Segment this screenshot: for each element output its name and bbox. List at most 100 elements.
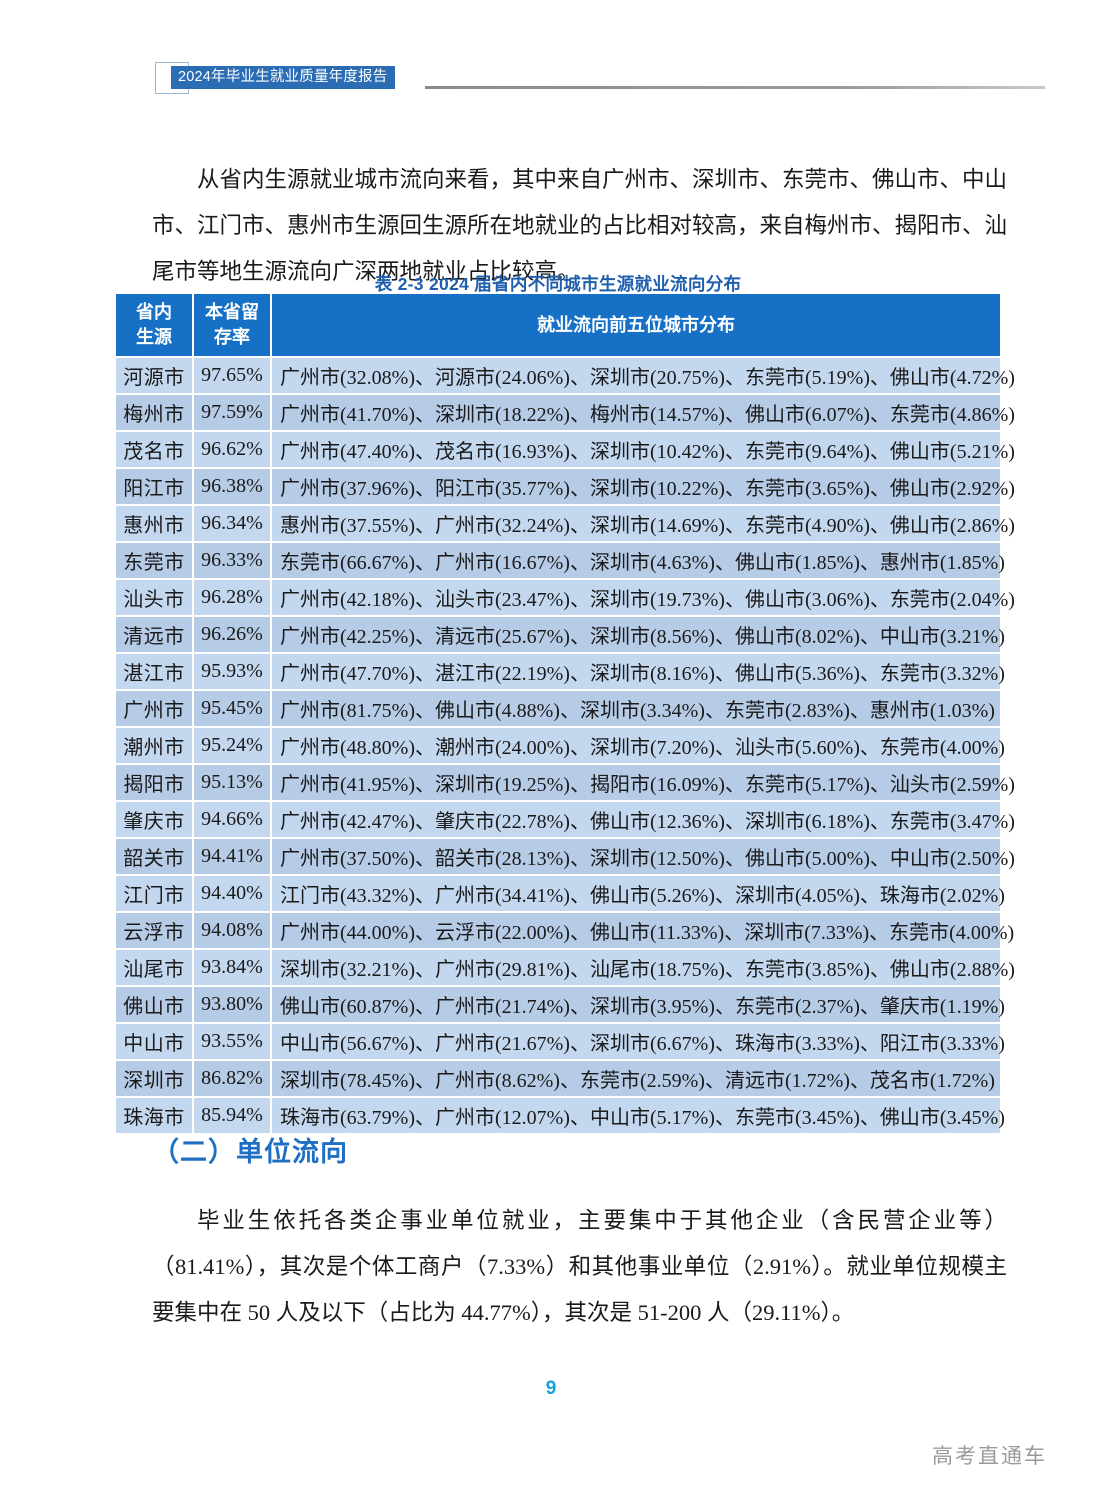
cell-retention-rate: 95.93%	[194, 654, 270, 689]
cell-origin-city: 江门市	[116, 876, 192, 911]
cell-retention-rate: 96.34%	[194, 506, 270, 541]
section-heading-unit-flow: （二）单位流向	[152, 1137, 348, 1168]
cell-top5-flow-cities: 广州市(41.95%)、深圳市(19.25%)、揭阳市(16.09%)、东莞市(…	[272, 765, 1015, 800]
cell-origin-city: 梅州市	[116, 395, 192, 430]
table-row: 潮州市 95.24% 广州市(48.80%)、潮州市(24.00%)、深圳市(7.2…	[116, 728, 1005, 763]
table-row: 阳江市 96.38% 广州市(37.96%)、阳江市(35.77%)、深圳市(10.…	[116, 469, 1015, 504]
table-row: 肇庆市 94.66% 广州市(42.47%)、肇庆市(22.78%)、佛山市(12.…	[116, 802, 1015, 837]
cell-retention-rate: 93.55%	[194, 1024, 270, 1059]
cell-top5-flow-cities: 广州市(41.70%)、深圳市(18.22%)、梅州市(14.57%)、佛山市(…	[272, 395, 1015, 430]
cell-top5-flow-cities: 佛山市(60.87%)、广州市(21.74%)、深圳市(3.95%)、东莞市(2…	[272, 987, 1005, 1022]
cell-top5-flow-cities: 广州市(44.00%)、云浮市(22.00%)、佛山市(11.33%)、深圳市(…	[272, 913, 1014, 948]
table-row: 湛江市 95.93% 广州市(47.70%)、湛江市(22.19%)、深圳市(8.1…	[116, 654, 1005, 689]
cell-top5-flow-cities: 惠州市(37.55%)、广州市(32.24%)、深圳市(14.69%)、东莞市(…	[272, 506, 1015, 541]
table-row: 梅州市 97.59% 广州市(41.70%)、深圳市(18.22%)、梅州市(14.…	[116, 395, 1015, 430]
cell-retention-rate: 97.59%	[194, 395, 270, 430]
cell-retention-rate: 96.62%	[194, 432, 270, 467]
table-body: 河源市 97.65% 广州市(32.08%)、河源市(24.06%)、深圳市(20.…	[116, 358, 1015, 1133]
cell-top5-flow-cities: 广州市(47.40%)、茂名市(16.93%)、深圳市(10.42%)、东莞市(…	[272, 432, 1015, 467]
cell-top5-flow-cities: 广州市(47.70%)、湛江市(22.19%)、深圳市(8.16%)、佛山市(5…	[272, 654, 1005, 689]
table-row: 佛山市 93.80% 佛山市(60.87%)、广州市(21.74%)、深圳市(3.9…	[116, 987, 1005, 1022]
cell-retention-rate: 96.28%	[194, 580, 270, 615]
cell-retention-rate: 96.38%	[194, 469, 270, 504]
cell-top5-flow-cities: 珠海市(63.79%)、广州市(12.07%)、中山市(5.17%)、东莞市(3…	[272, 1098, 1005, 1133]
cell-retention-rate: 97.65%	[194, 358, 270, 393]
table-row: 深圳市 86.82% 深圳市(78.45%)、广州市(8.62%)、东莞市(2.59…	[116, 1061, 1000, 1096]
table-caption: 表 2-3 2024 届省内不同城市生源就业流向分布	[374, 274, 742, 294]
table-row: 云浮市 94.08% 广州市(44.00%)、云浮市(22.00%)、佛山市(11.…	[116, 913, 1014, 948]
intro-paragraph: 从省内生源就业城市流向来看，其中来自广州市、深圳市、东莞市、佛山市、中山市、江门…	[152, 166, 1008, 284]
table-header-row: 省内 生源 本省留 存率 就业流向前五位城市分布	[116, 294, 1000, 356]
cell-top5-flow-cities: 广州市(42.18%)、汕头市(23.47%)、深圳市(19.73%)、佛山市(…	[272, 580, 1015, 615]
table-row: 清远市 96.26% 广州市(42.25%)、清远市(25.67%)、深圳市(8.5…	[116, 617, 1005, 652]
header-rule	[425, 86, 1045, 89]
city-flow-table: 省内 生源 本省留 存率 就业流向前五位城市分布 河源市 97.65% 广州市(32…	[114, 292, 1015, 1135]
cell-origin-city: 云浮市	[116, 913, 192, 948]
cell-retention-rate: 95.45%	[194, 691, 270, 726]
running-header-title: 2024年毕业生就业质量年度报告	[171, 66, 396, 89]
cell-top5-flow-cities: 广州市(37.96%)、阳江市(35.77%)、深圳市(10.22%)、东莞市(…	[272, 469, 1015, 504]
cell-top5-flow-cities: 广州市(42.47%)、肇庆市(22.78%)、佛山市(12.36%)、深圳市(…	[272, 802, 1015, 837]
cell-origin-city: 肇庆市	[116, 802, 192, 837]
table-row: 茂名市 96.62% 广州市(47.40%)、茂名市(16.93%)、深圳市(10.…	[116, 432, 1015, 467]
table-row: 汕尾市 93.84% 深圳市(32.21%)、广州市(29.81%)、汕尾市(18.…	[116, 950, 1015, 985]
cell-retention-rate: 94.40%	[194, 876, 270, 911]
cell-top5-flow-cities: 广州市(81.75%)、佛山市(4.88%)、深圳市(3.34%)、东莞市(2.…	[272, 691, 1000, 726]
table-row: 惠州市 96.34% 惠州市(37.55%)、广州市(32.24%)、深圳市(14.…	[116, 506, 1015, 541]
table-row: 珠海市 85.94% 珠海市(63.79%)、广州市(12.07%)、中山市(5.1…	[116, 1098, 1005, 1133]
cell-origin-city: 东莞市	[116, 543, 192, 578]
cell-top5-flow-cities: 深圳市(32.21%)、广州市(29.81%)、汕尾市(18.75%)、东莞市(…	[272, 950, 1015, 985]
cell-origin-city: 惠州市	[116, 506, 192, 541]
cell-origin-city: 阳江市	[116, 469, 192, 504]
table-row: 河源市 97.65% 广州市(32.08%)、河源市(24.06%)、深圳市(20.…	[116, 358, 1015, 393]
cell-origin-city: 中山市	[116, 1024, 192, 1059]
column-header-origin-line1: 省内	[136, 302, 172, 322]
table-row: 汕头市 96.28% 广州市(42.18%)、汕头市(23.47%)、深圳市(19.…	[116, 580, 1015, 615]
cell-retention-rate: 93.80%	[194, 987, 270, 1022]
cell-retention-rate: 96.33%	[194, 543, 270, 578]
table-head: 省内 生源 本省留 存率 就业流向前五位城市分布	[116, 294, 1000, 356]
cell-origin-city: 河源市	[116, 358, 192, 393]
cell-top5-flow-cities: 中山市(56.67%)、广州市(21.67%)、深圳市(6.67%)、珠海市(3…	[272, 1024, 1005, 1059]
table-row: 揭阳市 95.13% 广州市(41.95%)、深圳市(19.25%)、揭阳市(16.…	[116, 765, 1015, 800]
cell-retention-rate: 95.24%	[194, 728, 270, 763]
table-row: 东莞市 96.33% 东莞市(66.67%)、广州市(16.67%)、深圳市(4.6…	[116, 543, 1005, 578]
cell-retention-rate: 95.13%	[194, 765, 270, 800]
cell-retention-rate: 85.94%	[194, 1098, 270, 1133]
column-header-origin: 省内 生源	[116, 294, 192, 356]
cell-origin-city: 潮州市	[116, 728, 192, 763]
table-row: 韶关市 94.41% 广州市(37.50%)、韶关市(28.13%)、深圳市(12.…	[116, 839, 1015, 874]
cell-top5-flow-cities: 江门市(43.32%)、广州市(34.41%)、佛山市(5.26%)、深圳市(4…	[272, 876, 1005, 911]
cell-top5-flow-cities: 广州市(42.25%)、清远市(25.67%)、深圳市(8.56%)、佛山市(8…	[272, 617, 1005, 652]
cell-top5-flow-cities: 广州市(32.08%)、河源市(24.06%)、深圳市(20.75%)、东莞市(…	[272, 358, 1015, 393]
watermark: 高考直通车	[932, 1445, 1047, 1468]
cell-origin-city: 深圳市	[116, 1061, 192, 1096]
column-header-origin-line2: 生源	[136, 327, 172, 347]
table-row: 中山市 93.55% 中山市(56.67%)、广州市(21.67%)、深圳市(6.6…	[116, 1024, 1005, 1059]
cell-origin-city: 清远市	[116, 617, 192, 652]
table-row: 江门市 94.40% 江门市(43.32%)、广州市(34.41%)、佛山市(5.2…	[116, 876, 1005, 911]
cell-retention-rate: 94.08%	[194, 913, 270, 948]
column-header-rate-line1: 本省留	[205, 302, 259, 322]
cell-origin-city: 茂名市	[116, 432, 192, 467]
cell-origin-city: 汕尾市	[116, 950, 192, 985]
cell-top5-flow-cities: 广州市(48.80%)、潮州市(24.00%)、深圳市(7.20%)、汕头市(5…	[272, 728, 1005, 763]
cell-retention-rate: 94.41%	[194, 839, 270, 874]
cell-retention-rate: 96.26%	[194, 617, 270, 652]
cell-origin-city: 佛山市	[116, 987, 192, 1022]
cell-retention-rate: 86.82%	[194, 1061, 270, 1096]
cell-top5-flow-cities: 东莞市(66.67%)、广州市(16.67%)、深圳市(4.63%)、佛山市(1…	[272, 543, 1005, 578]
page-number: 9	[545, 1378, 557, 1399]
cell-origin-city: 汕头市	[116, 580, 192, 615]
cell-origin-city: 揭阳市	[116, 765, 192, 800]
running-header: 2024年毕业生就业质量年度报告	[155, 62, 1055, 96]
table-row: 广州市 95.45% 广州市(81.75%)、佛山市(4.88%)、深圳市(3.34…	[116, 691, 1000, 726]
column-header-rate-line2: 存率	[214, 327, 250, 347]
column-header-rate: 本省留 存率	[194, 294, 270, 356]
cell-retention-rate: 93.84%	[194, 950, 270, 985]
cell-top5-flow-cities: 深圳市(78.45%)、广州市(8.62%)、东莞市(2.59%)、清远市(1.…	[272, 1061, 1000, 1096]
cell-origin-city: 珠海市	[116, 1098, 192, 1133]
cell-origin-city: 湛江市	[116, 654, 192, 689]
unit-flow-paragraph: 毕业生依托各类企事业单位就业，主要集中于其他企业（含民营企业等）（81.41%）…	[152, 1207, 1007, 1325]
cell-origin-city: 韶关市	[116, 839, 192, 874]
